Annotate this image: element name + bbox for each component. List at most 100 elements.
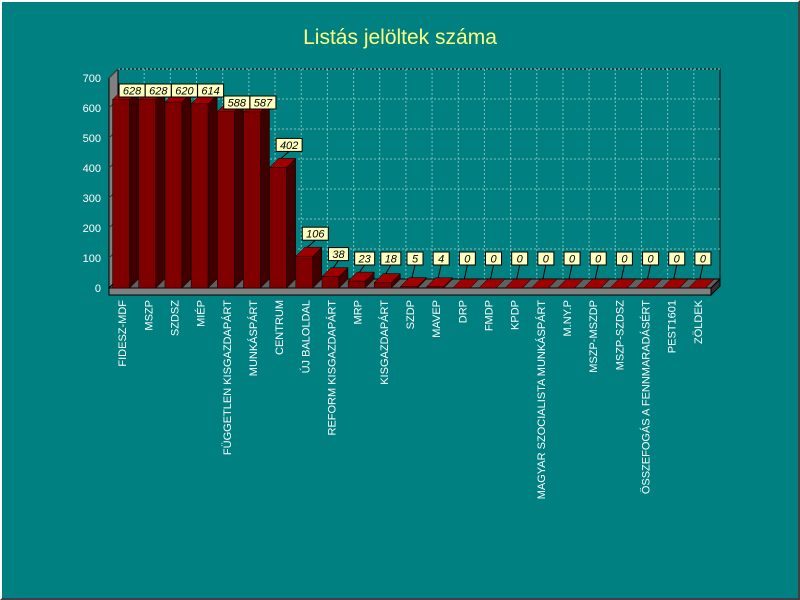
x-tick-label: MSZP-MSZDP [588,300,600,373]
bar-side [260,102,270,289]
bar [138,89,166,289]
bar-side [207,94,218,289]
data-label-box [458,251,476,266]
data-label-box [406,251,424,266]
bar-top [399,277,428,287]
data-label: 0 [674,254,681,266]
bar-top [321,267,349,277]
bar-top [347,271,375,282]
x-tick-label: KPDP [510,300,522,330]
data-label-leader [333,260,339,268]
x-tick-label: FIDESZ-MDF [117,300,129,367]
data-label-leader [385,264,392,274]
bar [687,278,716,289]
bar-top [295,246,323,257]
bar-front [138,99,157,289]
bar [556,278,585,289]
data-label-box [249,95,277,110]
data-label: 628 [123,86,142,98]
bar-front [217,111,235,289]
bar-side [129,89,139,289]
bar [661,278,689,289]
bar-side [234,101,244,289]
data-label-leader [568,264,573,280]
y-tick-label: 100 [83,253,101,265]
bar [478,278,506,289]
bar-top [269,158,297,168]
data-label: 4 [438,254,444,266]
data-label-leader [516,264,521,280]
data-label-leader [673,264,678,280]
x-tick-label: MUNKÁSPÁRT [247,300,260,376]
bar [504,278,532,289]
data-label-leader [463,264,468,280]
bar-front [190,103,209,289]
bar [399,276,428,289]
data-label: 0 [464,254,471,266]
data-label-box [642,251,660,266]
data-label-leader [647,264,652,280]
bar [452,278,480,289]
x-tick-label: MSZP-SZDSZ [614,300,626,371]
bar [190,94,218,289]
data-label: 0 [543,254,550,266]
data-label-box [354,251,376,266]
data-label: 5 [412,254,419,266]
bar-side [286,157,296,289]
data-label-leader [411,264,416,278]
bar [321,266,349,289]
data-label: 106 [306,229,325,241]
data-label-box [668,251,686,266]
bar [269,157,297,289]
bar [530,278,558,289]
data-label-leader [699,264,704,280]
bar-top [556,278,585,289]
x-tick-label: FMDP [484,300,496,331]
data-label-leader [437,264,442,278]
data-label: 0 [621,254,628,266]
data-label: 18 [385,254,398,266]
data-label: 628 [149,86,168,98]
x-tick-label: M.NY.P [562,300,574,336]
bar-front [374,282,392,289]
data-label-box [615,251,633,266]
data-label-box [537,251,555,266]
data-label-leader [280,151,290,159]
bar [216,101,244,289]
x-tick-label: CENTRUM [274,300,286,355]
bar-top [452,278,480,289]
data-label: 0 [490,254,497,266]
bar [373,272,401,289]
bar-front [243,111,261,289]
chart-title: Listás jelöltek száma [303,26,497,49]
bar [111,89,140,289]
bar-top [635,278,663,289]
y-tick-label: 600 [83,103,101,115]
bar-top [504,278,532,289]
data-label: 402 [280,140,298,152]
x-tick-label: ÚJ BALOLDAL [299,300,312,373]
y-tick-label: 500 [83,133,101,145]
y-tick-label: 200 [83,223,101,235]
data-label-box [301,226,329,241]
data-label-leader [620,264,625,280]
data-label-leader [594,264,599,280]
bar-side [181,92,192,289]
data-label: 587 [254,98,273,110]
data-label: 0 [700,254,707,266]
bar-top [373,273,401,283]
bar-top [478,278,506,289]
data-label-box [432,251,450,266]
bar-front [164,101,183,289]
bar-top [609,278,637,289]
bar [635,278,663,289]
data-label-box [694,251,712,266]
y-tick-label: 0 [95,283,101,295]
data-label: 0 [595,254,602,266]
data-label: 614 [201,86,219,98]
bar-top [687,278,716,289]
bar [347,271,375,289]
data-label: 0 [569,254,576,266]
y-tick-label: 700 [83,73,101,85]
